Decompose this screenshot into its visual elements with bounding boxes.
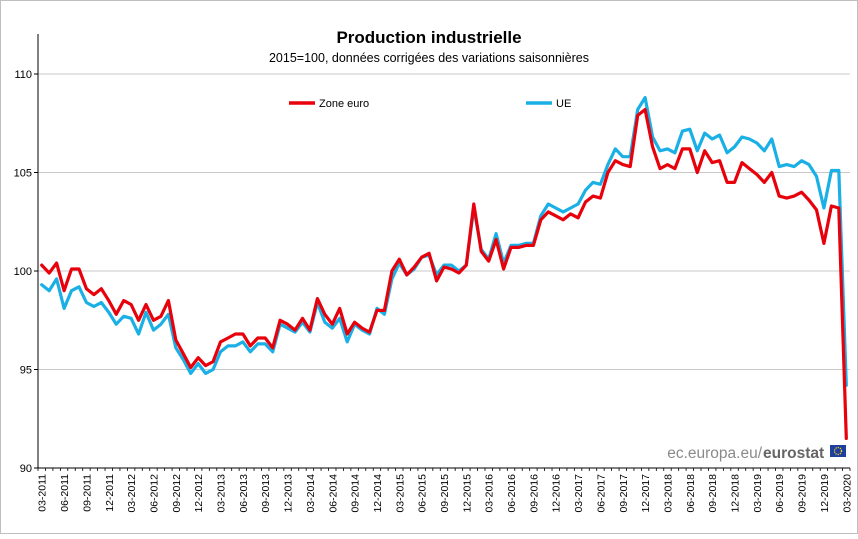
y-tick-label: 100 xyxy=(14,266,32,278)
x-tick-label: 06-2013 xyxy=(238,474,250,513)
x-axis: 03-2011 06-2011 09-2011 12-2011 03-2012 06-20… xyxy=(37,467,853,513)
y-tick-label: 95 xyxy=(20,365,32,377)
x-tick-label: 09-2014 xyxy=(350,474,362,513)
x-tick-label: 03-2011 xyxy=(37,474,49,512)
x-tick-label: 09-2017 xyxy=(618,474,630,513)
x-tick-label: 03-2013 xyxy=(216,474,228,513)
x-tick-label: 06-2012 xyxy=(148,474,160,513)
y-axis: 90 95 100 105 110 xyxy=(14,34,39,475)
x-tick-label: 06-2019 xyxy=(774,474,786,513)
x-tick-label: 12-2015 xyxy=(461,474,473,513)
x-tick-label: 06-2011 xyxy=(59,474,71,512)
x-tick-label: 03-2012 xyxy=(126,474,138,513)
chart-title: Production industrielle xyxy=(336,28,521,47)
y-tick-label: 105 xyxy=(14,168,32,180)
x-tick-label: 03-2015 xyxy=(394,474,406,513)
x-tick-label: 12-2012 xyxy=(193,474,205,513)
source-credit: ec.europa.eu/ eurostat xyxy=(667,445,846,462)
x-tick-label: 12-2018 xyxy=(730,474,742,513)
x-tick-label: 12-2014 xyxy=(372,474,384,513)
legend-label-ue: UE xyxy=(556,98,571,110)
x-tick-label: 09-2019 xyxy=(797,474,809,513)
eu-flag-icon xyxy=(830,445,846,457)
x-tick-label: 03-2014 xyxy=(305,474,317,513)
series-line-zone-euro xyxy=(40,107,848,440)
x-tick-label: 06-2017 xyxy=(595,474,607,513)
x-tick-label: 09-2018 xyxy=(707,474,719,513)
legend-label-zone-euro: Zone euro xyxy=(319,98,369,110)
x-tick-label: 12-2013 xyxy=(283,474,295,513)
x-tick-label: 03-2016 xyxy=(484,474,496,513)
x-tick-label: 12-2011 xyxy=(104,474,116,512)
x-tick-label: 03-2020 xyxy=(841,474,853,513)
gridlines xyxy=(38,73,850,370)
x-tick-label: 09-2012 xyxy=(171,474,183,513)
x-tick-label: 06-2015 xyxy=(417,474,429,513)
x-tick-label: 12-2019 xyxy=(819,474,831,513)
x-tick-label: 06-2016 xyxy=(506,474,518,513)
x-tick-label: 09-2011 xyxy=(81,474,93,512)
y-tick-label: 110 xyxy=(14,69,32,81)
chart-subtitle: 2015=100, données corrigées des variatio… xyxy=(269,51,589,65)
x-tick-label: 03-2019 xyxy=(752,474,764,513)
x-tick-label: 06-2018 xyxy=(685,474,697,513)
x-tick-label: 09-2013 xyxy=(260,474,272,513)
x-tick-label: 03-2018 xyxy=(662,474,674,513)
legend: Zone euro UE xyxy=(289,98,571,110)
series-line-ue xyxy=(40,95,848,387)
x-tick-label: 09-2015 xyxy=(439,474,451,513)
x-tick-label: 12-2016 xyxy=(551,474,563,513)
series-lines xyxy=(40,95,848,440)
x-tick-label: 12-2017 xyxy=(640,474,652,513)
x-tick-label: 03-2017 xyxy=(573,474,585,513)
y-tick-label: 90 xyxy=(20,463,32,475)
source-brand: eurostat xyxy=(763,445,824,462)
source-url: ec.europa.eu/ xyxy=(667,445,762,462)
x-tick-label: 06-2014 xyxy=(327,474,339,513)
x-tick-label: 09-2016 xyxy=(528,474,540,513)
